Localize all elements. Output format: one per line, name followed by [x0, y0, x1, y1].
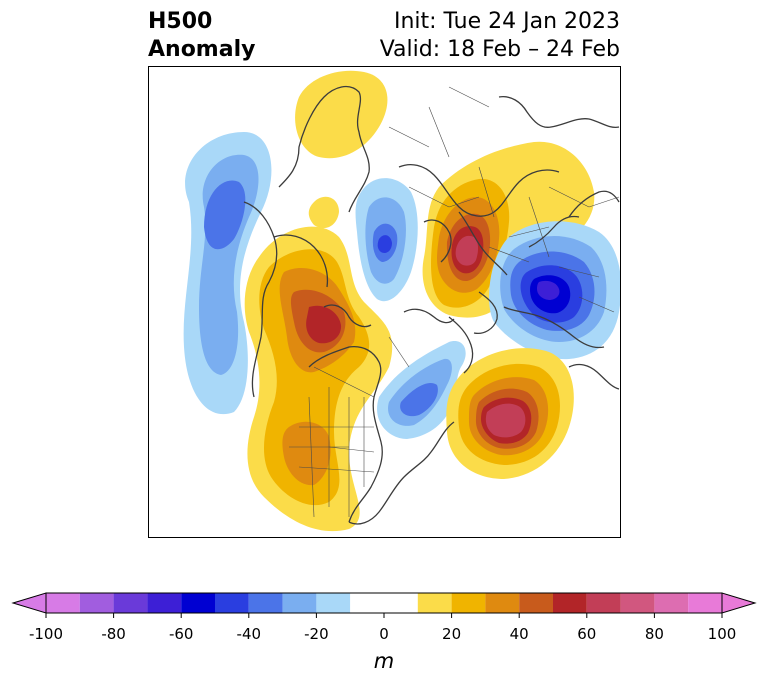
colorbar-bin-15 — [586, 593, 621, 613]
colorbar-tick-label-5: 0 — [379, 625, 389, 643]
colorbar-bin-16 — [620, 593, 655, 613]
colorbar-tick-label-0: -100 — [29, 625, 63, 643]
colorbar-bin-5 — [215, 593, 249, 613]
colorbar-bin-9 — [350, 593, 418, 613]
colorbar-tick-label-8: 60 — [577, 625, 596, 643]
colorbar-bin-6 — [248, 593, 283, 613]
title-field: Anomaly — [148, 37, 256, 62]
colorbar-tick-label-1: -80 — [101, 625, 126, 643]
colorbar-bin-4 — [181, 593, 215, 613]
north-pacific-low — [183, 132, 272, 415]
colorbar-bin-8 — [316, 593, 351, 613]
colorbar-tick-label-9: 80 — [645, 625, 664, 643]
colorbar-tick-label-2: -60 — [169, 625, 194, 643]
colorbar-tick-label-3: -40 — [237, 625, 262, 643]
valid-period: Valid: 18 Feb – 24 Feb — [379, 37, 620, 62]
colorbar-unit: m — [374, 649, 394, 673]
colorbar-tick-label-10: 100 — [708, 625, 737, 643]
greenland-sea-low — [355, 178, 418, 302]
title-right: Init: Tue 24 Jan 2023 Valid: 18 Feb – 24… — [380, 8, 620, 64]
colorbar-bin-13 — [519, 593, 553, 613]
title-variable: H500 — [148, 9, 213, 34]
colorbar-extend-low — [11, 592, 47, 614]
colorbar-bin-10 — [417, 593, 452, 613]
scandinavia-high — [422, 141, 595, 318]
colorbar-tick-label-4: -20 — [304, 625, 329, 643]
colorbar-bin-11 — [451, 593, 486, 613]
arctic-high — [295, 70, 388, 229]
anomaly-map — [148, 66, 621, 538]
colorbar-bin-1 — [79, 593, 114, 613]
coastlines — [243, 85, 620, 525]
colorbar-tick-label-7: 40 — [510, 625, 529, 643]
colorbar-bin-2 — [113, 593, 148, 613]
colorbar-bin-7 — [282, 593, 317, 613]
map-svg — [183, 70, 620, 532]
political-borders — [289, 86, 620, 518]
north-atlantic-high — [446, 348, 574, 479]
colorbar: -100 -80 -60 -40 -20 0 20 40 60 80 100 m — [0, 580, 768, 684]
colorbar-bin-12 — [485, 593, 520, 613]
colorbar-extend-high — [721, 592, 757, 614]
siberia-low — [489, 221, 620, 360]
colorbar-bins — [46, 593, 722, 613]
title-left: H500 Anomaly — [148, 8, 255, 64]
colorbar-bin-18 — [688, 593, 722, 613]
colorbar-bin-17 — [654, 593, 689, 613]
alaska-western-us-high — [244, 226, 393, 532]
colorbar-tick-label-6: 20 — [442, 625, 461, 643]
colorbar-bin-3 — [147, 593, 182, 613]
anomaly-fill-layer — [183, 70, 620, 532]
init-time: Init: Tue 24 Jan 2023 — [393, 9, 620, 34]
colorbar-bin-14 — [553, 593, 587, 613]
colorbar-svg: -100 -80 -60 -40 -20 0 20 40 60 80 100 m — [11, 592, 757, 673]
colorbar-ticks: -100 -80 -60 -40 -20 0 20 40 60 80 100 — [29, 613, 736, 643]
eastern-canada-low — [377, 341, 466, 439]
colorbar-bin-0 — [46, 593, 80, 613]
